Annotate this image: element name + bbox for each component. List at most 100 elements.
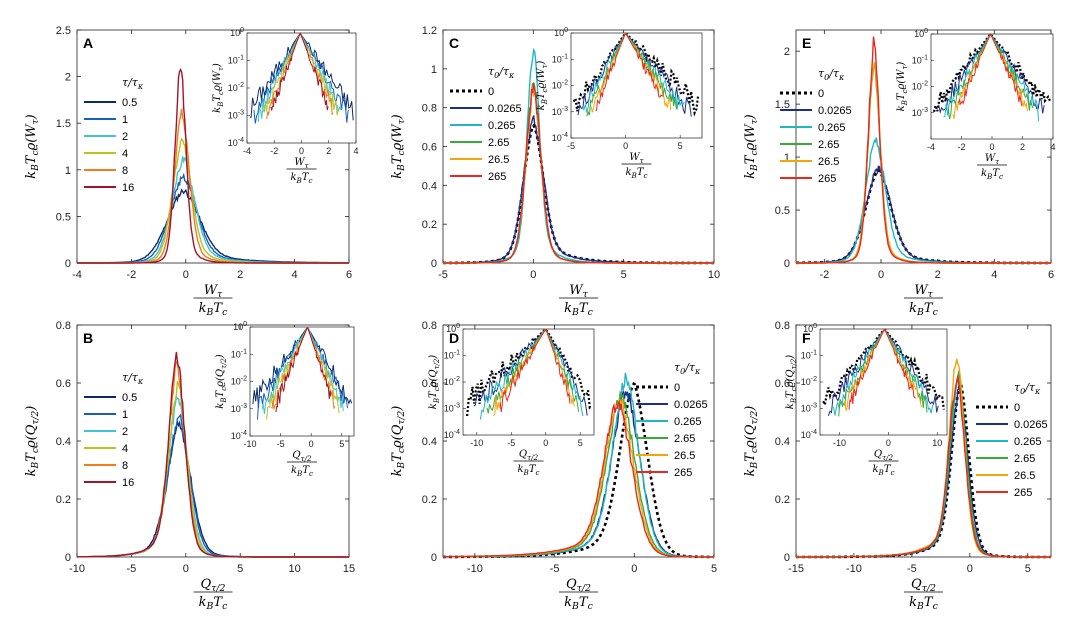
series-line-0 xyxy=(443,123,714,265)
inset-x-tick-label: -10 xyxy=(470,438,483,448)
legend-label-0.0265: 0.0265 xyxy=(674,399,708,411)
inset-y-axis-label: kBTcϱ(Wτ) xyxy=(536,61,549,111)
x-axis-label-E-numerator: Wτ xyxy=(914,283,933,300)
x-tick-label: 5 xyxy=(621,269,627,281)
inset-x-tick-label: 10 xyxy=(932,438,942,448)
x-tick-label: 0 xyxy=(530,269,536,281)
panel-B: -10 -5 0 5 10 15 0 0.2 0.4 0.6 0.8 Bτ/τκ 0.5 1 2 4 8 16 Qτ… xyxy=(24,320,355,612)
x-tick-label: -5 xyxy=(550,563,560,575)
x-tick-label: -5 xyxy=(127,563,137,575)
x-axis-label-F-denominator: kBTc xyxy=(909,595,938,612)
inset-frame xyxy=(930,33,1054,140)
legend-label-8: 8 xyxy=(122,165,128,177)
inset-x-tick-label: -4 xyxy=(927,142,935,152)
inset-x-tick-label: -2 xyxy=(957,142,965,152)
inset-y-tick-label: 10-3 xyxy=(912,107,928,118)
y-tick-label: 0.6 xyxy=(422,142,437,154)
x-tick-label: -2 xyxy=(819,269,829,281)
inset-y-tick-label: 100 xyxy=(233,321,247,332)
inset-series-line-0 xyxy=(466,327,593,417)
legend-label-4: 4 xyxy=(122,443,128,455)
inset-y-tick-label: 10-3 xyxy=(444,403,460,414)
x-axis-label-E-denominator: kBTc xyxy=(909,301,938,318)
inset-y-axis-label: kBTcϱ(Qτ/2) xyxy=(428,355,441,409)
legend-label-16: 16 xyxy=(122,182,134,194)
x-axis-label-B-numerator: Qτ/2 xyxy=(201,577,226,594)
y-tick-label: 0.6 xyxy=(422,378,437,390)
inset-x-tick-label: 5 xyxy=(339,439,344,449)
panel-A: -4 -2 0 2 4 600.511.522.5Aτ/τκ0.5124816WτkBTc… xyxy=(24,25,359,318)
inset-D: -10 -5 0 5 100 10-1 10-2 10-3 10-4 Qτ/2 kBTc kBTcϱ(… xyxy=(428,323,595,477)
inset-x-tick-label: 4 xyxy=(353,146,358,156)
legend-label-8: 8 xyxy=(122,460,128,472)
series-line-0 xyxy=(443,381,714,559)
legend-title: τ/τκ xyxy=(122,371,144,386)
legend-label-26.5: 26.5 xyxy=(674,450,695,462)
x-tick-label: 6 xyxy=(346,269,352,281)
x-axis-label-C-denominator: kBTc xyxy=(564,301,593,318)
series-line-1 xyxy=(77,172,349,264)
inset-y-tick-label: 10-2 xyxy=(552,80,568,91)
inset-y-tick-label: 100 xyxy=(803,323,817,334)
legend-D: τ0/τκ 0 0.0265 0.265 2.65 26.5 265 xyxy=(636,361,708,479)
inset-y-tick-label: 10-1 xyxy=(912,54,928,65)
x-tick-label: 15 xyxy=(343,563,355,575)
legend-F: τ0/τκ 0 0.0265 0.265 2.65 26.5 265 xyxy=(976,381,1048,499)
x-axis-label-F-numerator: Qτ/2 xyxy=(911,577,936,594)
inset-y-tick-label: 10-1 xyxy=(801,350,817,361)
inset-x-tick-label: 0 xyxy=(886,438,891,448)
series-line-265 xyxy=(796,36,1051,264)
inset-x-tick-label: -5 xyxy=(567,141,575,151)
panel-D: -10 -5 0 5 0 0.2 0.4 0.6 0.8 Dτ0/τκ 0 0.0265 0.265 2.… xyxy=(390,320,717,612)
legend-label-265: 265 xyxy=(488,171,506,183)
inset-x-tick-label: 0 xyxy=(989,142,994,152)
legend-title: τ0/τκ xyxy=(488,65,515,80)
panel-letter-A: A xyxy=(83,35,93,51)
series-line-1 xyxy=(77,413,349,558)
legend-label-2.65: 2.65 xyxy=(818,139,839,151)
panel-letter-F: F xyxy=(802,330,811,346)
x-tick-label: 4 xyxy=(292,269,298,281)
x-axis-label-B-denominator: kBTc xyxy=(199,595,228,612)
y-tick-label: 0 xyxy=(65,258,71,270)
y-tick-label: 0 xyxy=(65,552,71,564)
x-tick-label: -10 xyxy=(846,563,862,575)
panel-letter-B: B xyxy=(83,330,93,346)
x-axis-label-C-numerator: Wτ xyxy=(569,283,588,300)
x-tick-label: 5 xyxy=(711,563,717,575)
x-tick-label: 2 xyxy=(237,269,243,281)
inset-x-axis-label-numerator: Qτ/2 xyxy=(874,449,894,462)
y-tick-label: 1 xyxy=(784,152,790,164)
inset-y-tick-label: 10-2 xyxy=(912,81,928,92)
inset-x-axis-label-denominator: kBTc xyxy=(872,464,894,477)
x-tick-label: 0 xyxy=(878,269,884,281)
legend-E: τ0/τκ 0 0.0265 0.265 2.65 26.5 265 xyxy=(780,67,852,185)
inset-y-tick-label: 100 xyxy=(554,27,568,38)
legend-label-0.5: 0.5 xyxy=(122,97,137,109)
inset-series-line-0.5 xyxy=(252,327,353,408)
inset-y-tick-label: 10-1 xyxy=(231,348,247,359)
legend-label-0: 0 xyxy=(488,86,494,98)
x-tick-label: -10 xyxy=(69,563,85,575)
inset-y-axis-label: kBTcϱ(Wτ) xyxy=(212,63,225,113)
inset-B: -10 -5 0 5 100 10-1 10-2 10-3 10-4 Qτ/2 kBTc kBTcϱ(… xyxy=(215,321,355,478)
inset-x-axis-label-denominator: kBTc xyxy=(981,168,1003,181)
y-tick-label: 0 xyxy=(784,258,790,270)
inset-x-axis-label-numerator: Wτ xyxy=(629,152,644,165)
y-tick-label: 0.5 xyxy=(775,205,790,217)
y-tick-label: 0.5 xyxy=(56,211,71,223)
inset-y-tick-label: 10-1 xyxy=(444,350,460,361)
inset-x-tick-label: -10 xyxy=(243,439,256,449)
x-tick-label: -5 xyxy=(907,563,917,575)
legend-C: τ0/τκ 0 0.0265 0.265 2.65 26.5 265 xyxy=(450,65,522,183)
inset-A: -4 -2 0 2 4 100 10-1 10-2 10-3 10-4 Wτ kBTc kBTcϱ(Wτ… xyxy=(212,27,359,185)
y-tick-label: 0.4 xyxy=(56,436,71,448)
legend-label-265: 265 xyxy=(674,467,692,479)
x-axis-label-D-denominator: kBTc xyxy=(564,595,593,612)
inset-x-tick-label: -2 xyxy=(270,146,278,156)
panel-C: -5 0 5 1000.20.40.60.811.2Cτ0/τκ00.02650.26… xyxy=(390,25,720,318)
x-axis-label-A-numerator: Wτ xyxy=(204,283,223,300)
legend-label-265: 265 xyxy=(1014,487,1032,499)
inset-x-axis-label-denominator: kBTc xyxy=(517,464,539,477)
inset-x-tick-label: -10 xyxy=(833,438,846,448)
